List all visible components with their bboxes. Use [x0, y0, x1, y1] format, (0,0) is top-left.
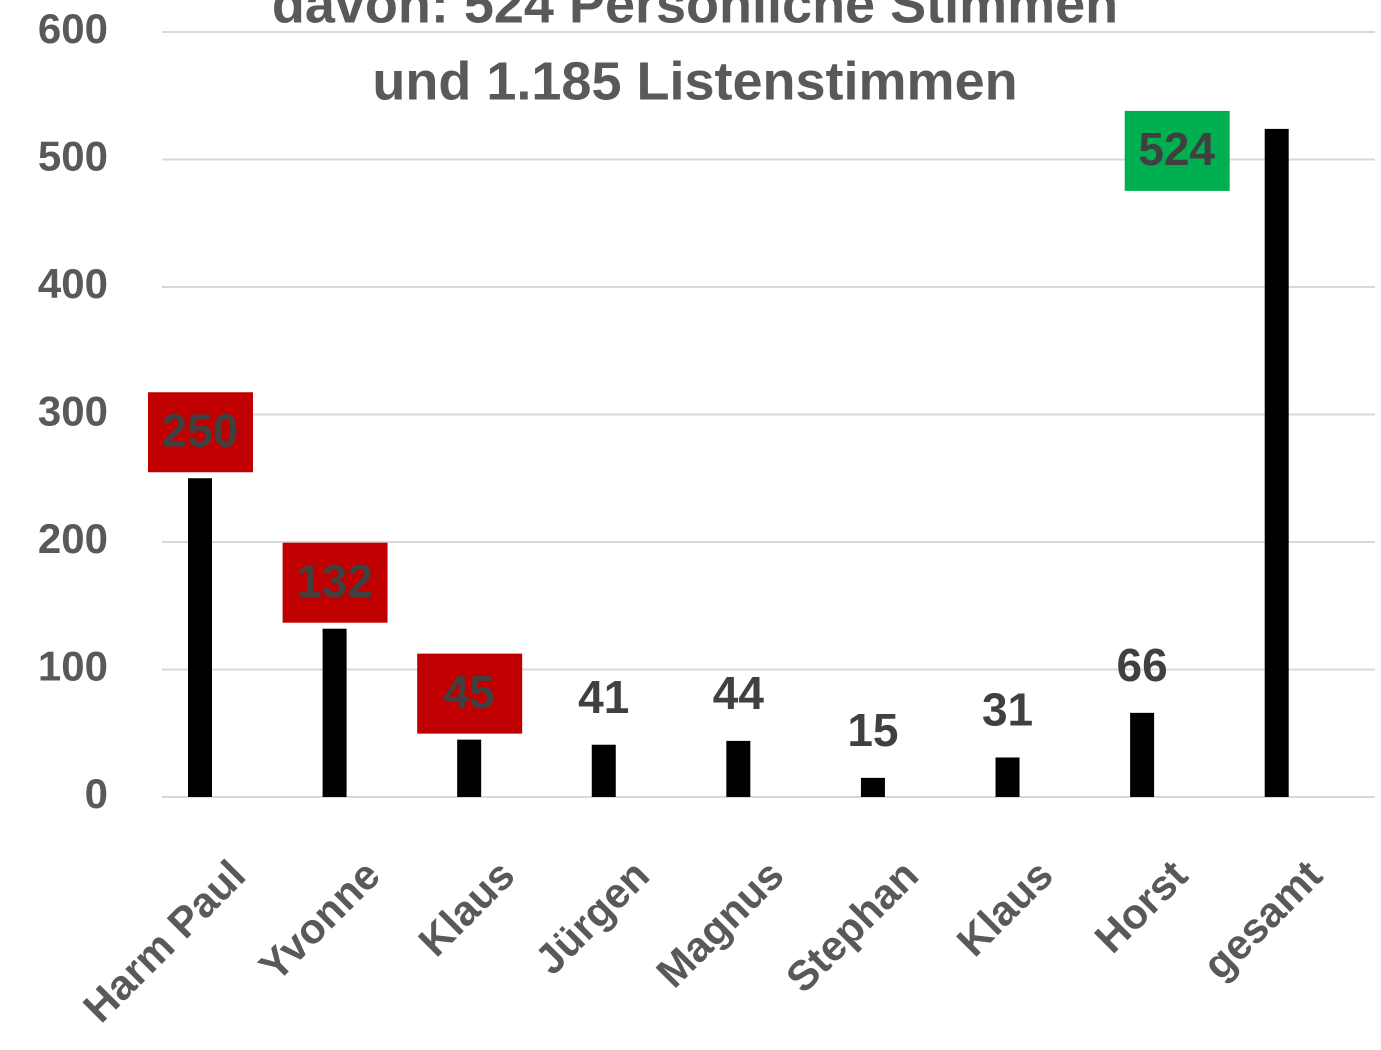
bar [322, 628, 347, 797]
y-tick-label: 600 [38, 5, 108, 52]
data-label: 250 [162, 404, 239, 456]
y-tick-label: 400 [38, 260, 108, 307]
bar [995, 757, 1020, 797]
data-label: 15 [847, 704, 898, 756]
bar [457, 739, 482, 797]
x-tick-label: Jürgen [526, 851, 658, 983]
label-highlight [1124, 110, 1230, 191]
data-label: 31 [982, 684, 1033, 736]
data-label: 132 [296, 555, 373, 607]
data-label: 45 [444, 666, 495, 718]
x-tick-label: Horst [1086, 851, 1197, 962]
y-tick-label: 0 [85, 770, 108, 817]
bar [591, 744, 616, 797]
bar [1264, 128, 1289, 797]
bar [187, 478, 212, 797]
chart-title: davon: 524 Persönliche Stimmen [272, 0, 1118, 34]
x-tick-label: Magnus [647, 851, 792, 996]
data-label: 41 [578, 671, 629, 723]
x-tick-label: Stephan [777, 851, 927, 1001]
x-tick-label: Harm Paul [74, 851, 254, 1031]
label-highlight [147, 392, 253, 473]
bar [1130, 712, 1155, 797]
y-tick-label: 300 [38, 388, 108, 435]
data-label: 524 [1138, 123, 1215, 175]
bar [726, 740, 751, 797]
bar [860, 777, 885, 797]
label-highlight [282, 542, 388, 623]
label-highlight [417, 653, 523, 734]
data-label: 44 [713, 667, 765, 719]
chart-title: und 1.185 Listenstimmen [372, 51, 1017, 111]
y-tick-label: 500 [38, 133, 108, 180]
y-tick-label: 100 [38, 643, 108, 690]
x-tick-label: gesamt [1194, 851, 1331, 988]
x-tick-label: Yvonne [250, 851, 389, 990]
y-tick-label: 200 [38, 515, 108, 562]
data-label: 66 [1117, 639, 1168, 691]
x-tick-label: Klaus [409, 851, 523, 965]
x-tick-label: Klaus [948, 851, 1062, 965]
